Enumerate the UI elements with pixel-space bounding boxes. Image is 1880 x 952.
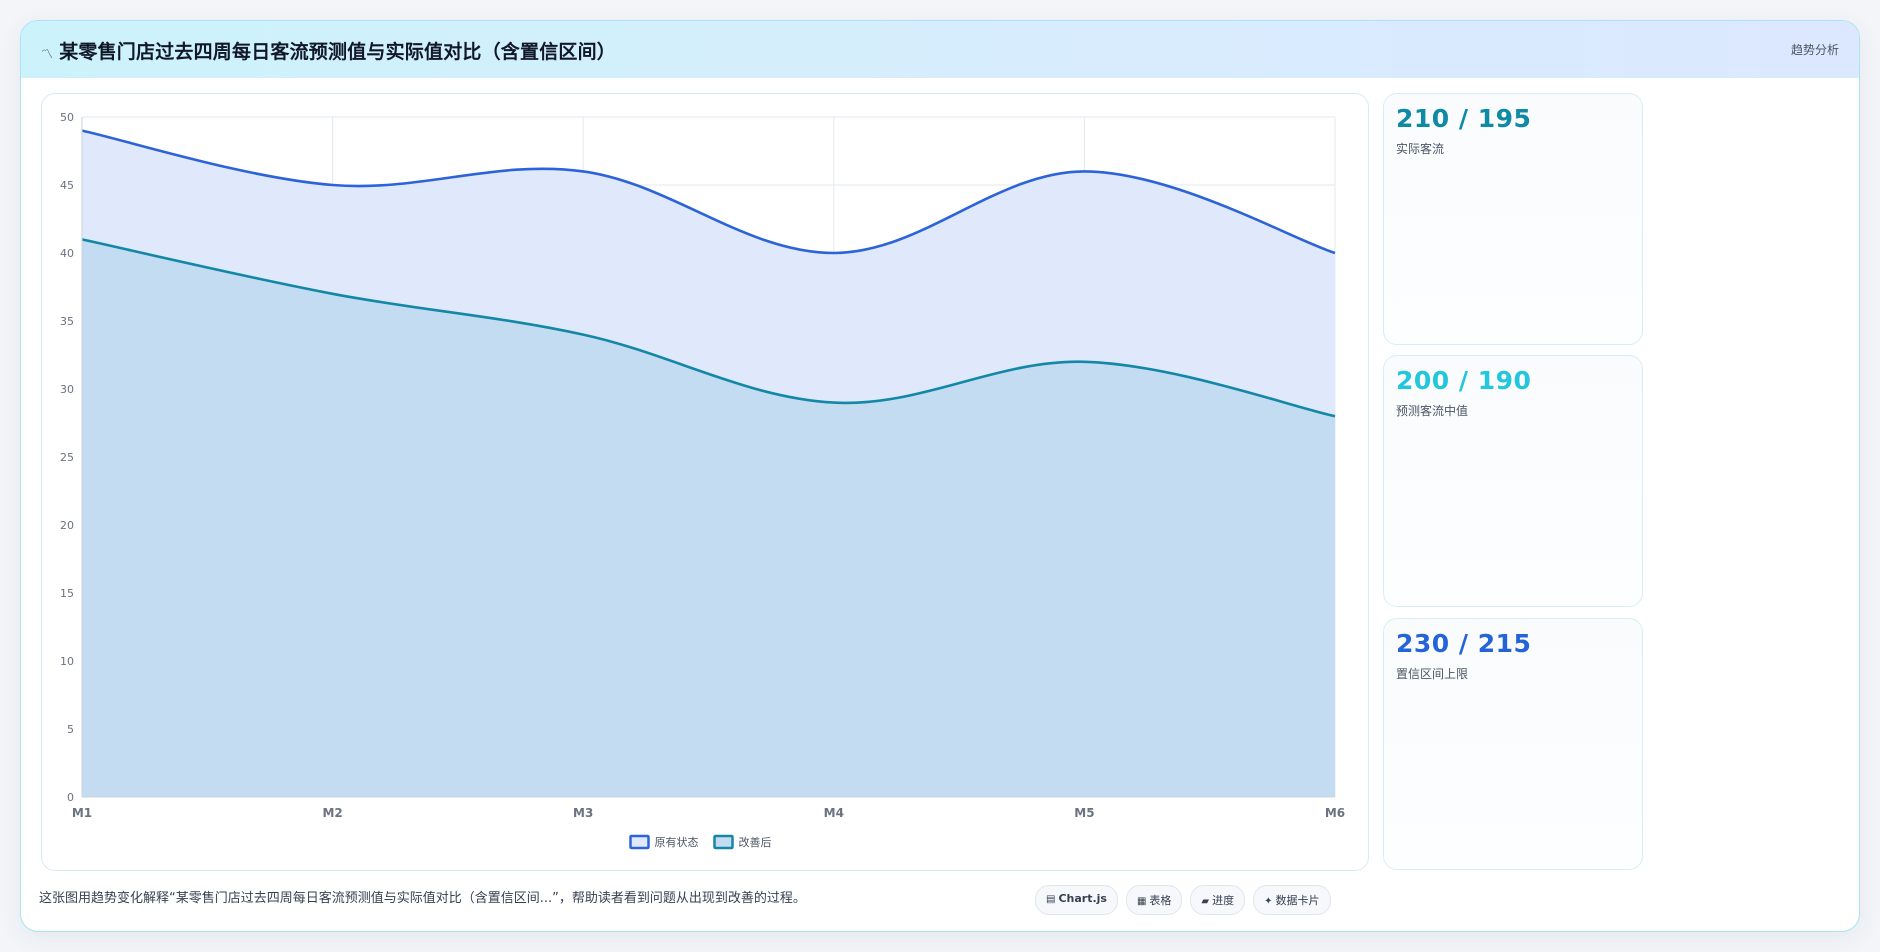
- series-area: [82, 239, 1335, 797]
- chart-icon: ▤: [1046, 894, 1056, 905]
- stat-card-forecast: 200 / 190 预测客流中值: [1383, 355, 1643, 607]
- feature-pills: ▤ Chart.js ▦ 表格 ▰ 进度 ✦ 数据卡片: [1035, 885, 1331, 915]
- pill-progress[interactable]: ▰ 进度: [1190, 885, 1246, 915]
- x-tick-label: M2: [322, 806, 342, 820]
- card-header: 〽某零售门店过去四周每日客流预测值与实际值对比（含置信区间） 趋势分析: [21, 21, 1859, 78]
- stat-label-actual: 实际客流: [1396, 142, 1445, 156]
- footer-caption: 这张图用趋势变化解释“某零售门店过去四周每日客流预测值与实际值对比（含置信区间.…: [39, 891, 806, 906]
- sparkle-icon: ✦: [1264, 896, 1273, 907]
- header-tag: 趋势分析: [1790, 43, 1839, 57]
- x-tick-label: M5: [1074, 806, 1094, 820]
- legend-swatch: [629, 834, 650, 850]
- pill-label: 数据卡片: [1275, 894, 1320, 907]
- x-tick-label: M3: [573, 806, 593, 820]
- chart-card: 〽某零售门店过去四周每日客流预测值与实际值对比（含置信区间） 趋势分析 0 5 10…: [20, 20, 1860, 932]
- legend-label: 改善后: [739, 835, 772, 849]
- y-tick-label: 30: [60, 383, 74, 396]
- y-tick-label: 20: [60, 519, 74, 532]
- series-line: [81, 129, 1336, 255]
- y-tick-label: 0: [67, 791, 74, 804]
- stat-card-actual: 210 / 195 实际客流: [1383, 93, 1643, 345]
- pill-label: 进度: [1212, 894, 1235, 907]
- stat-label-upper: 置信区间上限: [1396, 667, 1469, 681]
- x-tick-label: M4: [824, 806, 844, 820]
- chart-panel: 0 5 10 15 20 25 30 35 40 45 50 M1 M2 M3 M4 M5 M6 原有状态 改善后: [41, 93, 1369, 871]
- pill-label: Chart.js: [1058, 892, 1107, 905]
- trend-icon: 〽: [41, 47, 54, 61]
- pill-cards[interactable]: ✦ 数据卡片: [1253, 885, 1331, 915]
- y-tick-label: 45: [60, 179, 74, 192]
- x-tick-label: M6: [1325, 806, 1345, 820]
- y-tick-label: 5: [67, 723, 74, 736]
- y-tick-label: 25: [60, 451, 74, 464]
- series-line: [81, 238, 1336, 418]
- x-tick-label: M1: [72, 806, 92, 820]
- legend-swatch: [713, 834, 734, 850]
- stat-value-actual: 210 / 195: [1396, 104, 1532, 133]
- stat-value-forecast: 200 / 190: [1396, 366, 1532, 395]
- table-icon: ▦: [1136, 896, 1147, 907]
- y-tick-label: 15: [60, 587, 74, 600]
- chart-title-text: 某零售门店过去四周每日客流预测值与实际值对比（含置信区间）: [59, 41, 617, 63]
- stat-value-upper: 230 / 215: [1396, 629, 1532, 658]
- y-tick-label: 40: [60, 247, 74, 260]
- area-chart: 0 5 10 15 20 25 30 35 40 45 50 M1 M2 M3 M4 M5 M6 原有状态 改善后: [60, 111, 1345, 850]
- y-tick-label: 10: [60, 655, 74, 668]
- pill-label: 表格: [1149, 894, 1172, 907]
- chart-title: 〽某零售门店过去四周每日客流预测值与实际值对比（含置信区间）: [41, 37, 616, 64]
- pill-table[interactable]: ▦ 表格: [1125, 885, 1183, 915]
- stat-label-forecast: 预测客流中值: [1396, 404, 1469, 418]
- pill-chartjs[interactable]: ▤ Chart.js: [1035, 885, 1118, 915]
- stat-card-upper: 230 / 215 置信区间上限: [1383, 618, 1643, 870]
- y-tick-label: 35: [60, 315, 74, 328]
- y-tick-label: 50: [60, 111, 74, 124]
- progress-icon: ▰: [1201, 896, 1210, 907]
- legend-label: 原有状态: [655, 835, 699, 849]
